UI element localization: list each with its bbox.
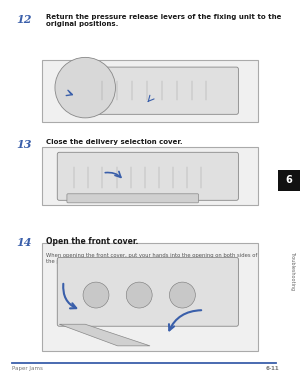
Text: Open the front cover.: Open the front cover.	[46, 237, 139, 246]
Text: Return the pressure release levers of the fixing unit to the
original positions.: Return the pressure release levers of th…	[46, 14, 282, 27]
Text: 12: 12	[16, 14, 32, 24]
Bar	[278, 170, 300, 191]
Bar	[42, 60, 258, 122]
Text: 14: 14	[16, 237, 32, 248]
FancyBboxPatch shape	[57, 152, 239, 200]
Text: 13: 13	[16, 139, 32, 150]
Text: 6: 6	[285, 176, 292, 185]
Text: When opening the front cover, put your hands into the opening on both sides of
t: When opening the front cover, put your h…	[46, 253, 258, 264]
Circle shape	[83, 282, 109, 308]
Circle shape	[55, 58, 116, 118]
Text: Troubleshooting: Troubleshooting	[290, 251, 295, 290]
FancyBboxPatch shape	[57, 257, 239, 326]
FancyBboxPatch shape	[67, 194, 199, 203]
Text: Close the delivery selection cover.: Close the delivery selection cover.	[46, 139, 183, 145]
Circle shape	[169, 282, 195, 308]
Bar	[42, 243, 258, 351]
Text: 6-11: 6-11	[266, 366, 279, 371]
FancyBboxPatch shape	[94, 67, 239, 114]
Circle shape	[126, 282, 152, 308]
Polygon shape	[59, 324, 150, 346]
Bar	[42, 147, 258, 205]
Text: Paper Jams: Paper Jams	[12, 366, 43, 371]
